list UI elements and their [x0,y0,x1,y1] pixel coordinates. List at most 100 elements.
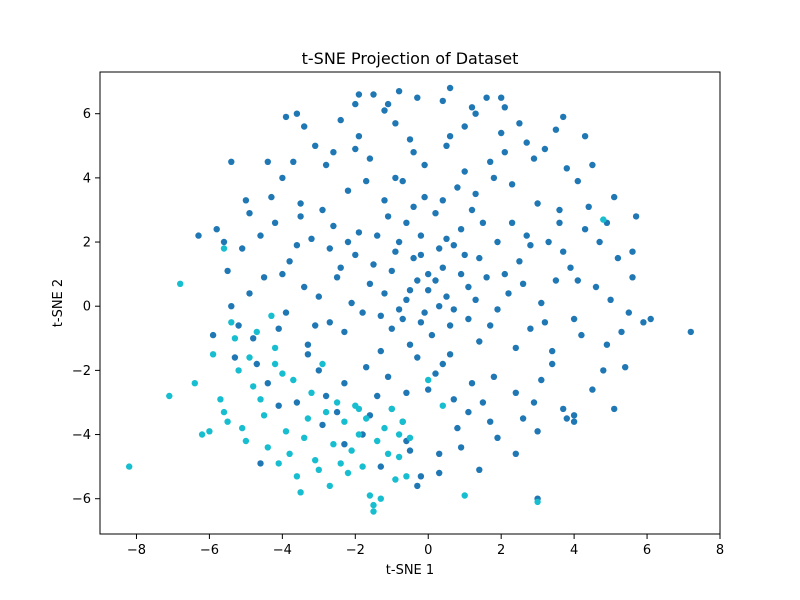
data-point [370,501,377,509]
data-point [589,161,596,169]
data-point [377,347,384,355]
data-point [523,139,530,146]
data-point [399,315,406,323]
data-point [541,145,549,153]
data-point [534,428,541,435]
data-point [687,328,694,336]
data-point [552,277,560,284]
data-point [359,463,366,470]
data-point [494,238,501,246]
data-point [563,415,570,422]
data-point [545,238,552,246]
data-point [410,254,417,262]
data-point [450,242,457,249]
data-point [337,264,344,271]
data-point [395,453,403,461]
data-point [286,258,293,265]
data-point [403,296,410,303]
x-tick-label: −2 [346,543,365,558]
data-point [392,476,399,483]
data-point [341,380,348,387]
data-point [494,434,501,441]
data-point [632,213,640,220]
y-tick-label: 0 [83,300,91,315]
data-point [191,380,198,387]
data-point [607,296,614,303]
data-point [217,396,224,403]
data-point [213,226,220,233]
data-point [275,325,282,332]
data-point [472,296,479,303]
data-point [494,306,501,313]
data-point [319,206,326,214]
data-point [640,319,647,326]
data-point [290,158,297,165]
data-point [293,399,301,406]
data-point [538,376,545,384]
data-point [618,328,625,336]
data-point [501,104,508,111]
data-point [166,392,173,400]
data-point [392,120,399,127]
data-point [476,338,483,345]
data-point [622,364,629,371]
data-point [549,360,556,368]
y-tick-label: −6 [72,492,91,507]
data-point [611,405,618,413]
data-point [417,251,425,259]
data-point [406,287,414,294]
data-point [428,331,436,339]
data-point [366,155,374,162]
data-point [516,120,523,127]
data-point [260,412,268,419]
data-point [403,219,410,226]
data-point [341,441,348,448]
data-point [366,280,374,287]
x-tick-label: 2 [497,543,505,558]
x-tick-label: −4 [273,543,292,558]
data-point [472,110,479,117]
data-point [341,418,348,425]
data-point [490,373,498,380]
data-point [487,158,494,165]
data-point [450,306,457,313]
data-point [629,248,636,255]
data-point [647,315,654,323]
data-point [552,126,560,133]
data-point [374,392,381,400]
data-point [432,210,439,217]
data-point [377,312,384,319]
data-point [384,450,392,457]
data-point [476,466,483,473]
data-point [421,309,428,316]
data-point [560,405,567,413]
data-point [239,245,246,252]
y-tick-label: −2 [72,364,91,379]
data-point [443,142,450,149]
data-point [177,280,184,287]
data-point [301,123,308,130]
chart-title: t-SNE Projection of Dataset [302,49,519,68]
data-point [333,399,341,406]
data-point [527,325,534,332]
data-point [301,283,308,291]
data-point [527,242,534,249]
data-point [384,213,392,220]
data-point [344,187,352,194]
data-point [439,197,446,204]
x-tick-label: −8 [127,543,146,558]
data-point [293,110,301,117]
data-point [370,508,377,515]
data-point [611,193,618,201]
data-point [465,283,472,291]
data-point [268,312,275,319]
data-point [352,145,359,153]
data-point [454,184,461,191]
data-point [319,360,326,368]
data-point [454,424,461,432]
data-point [308,235,315,242]
data-point [246,354,253,361]
data-point [330,149,337,156]
data-point [275,402,282,409]
data-point [512,450,519,457]
